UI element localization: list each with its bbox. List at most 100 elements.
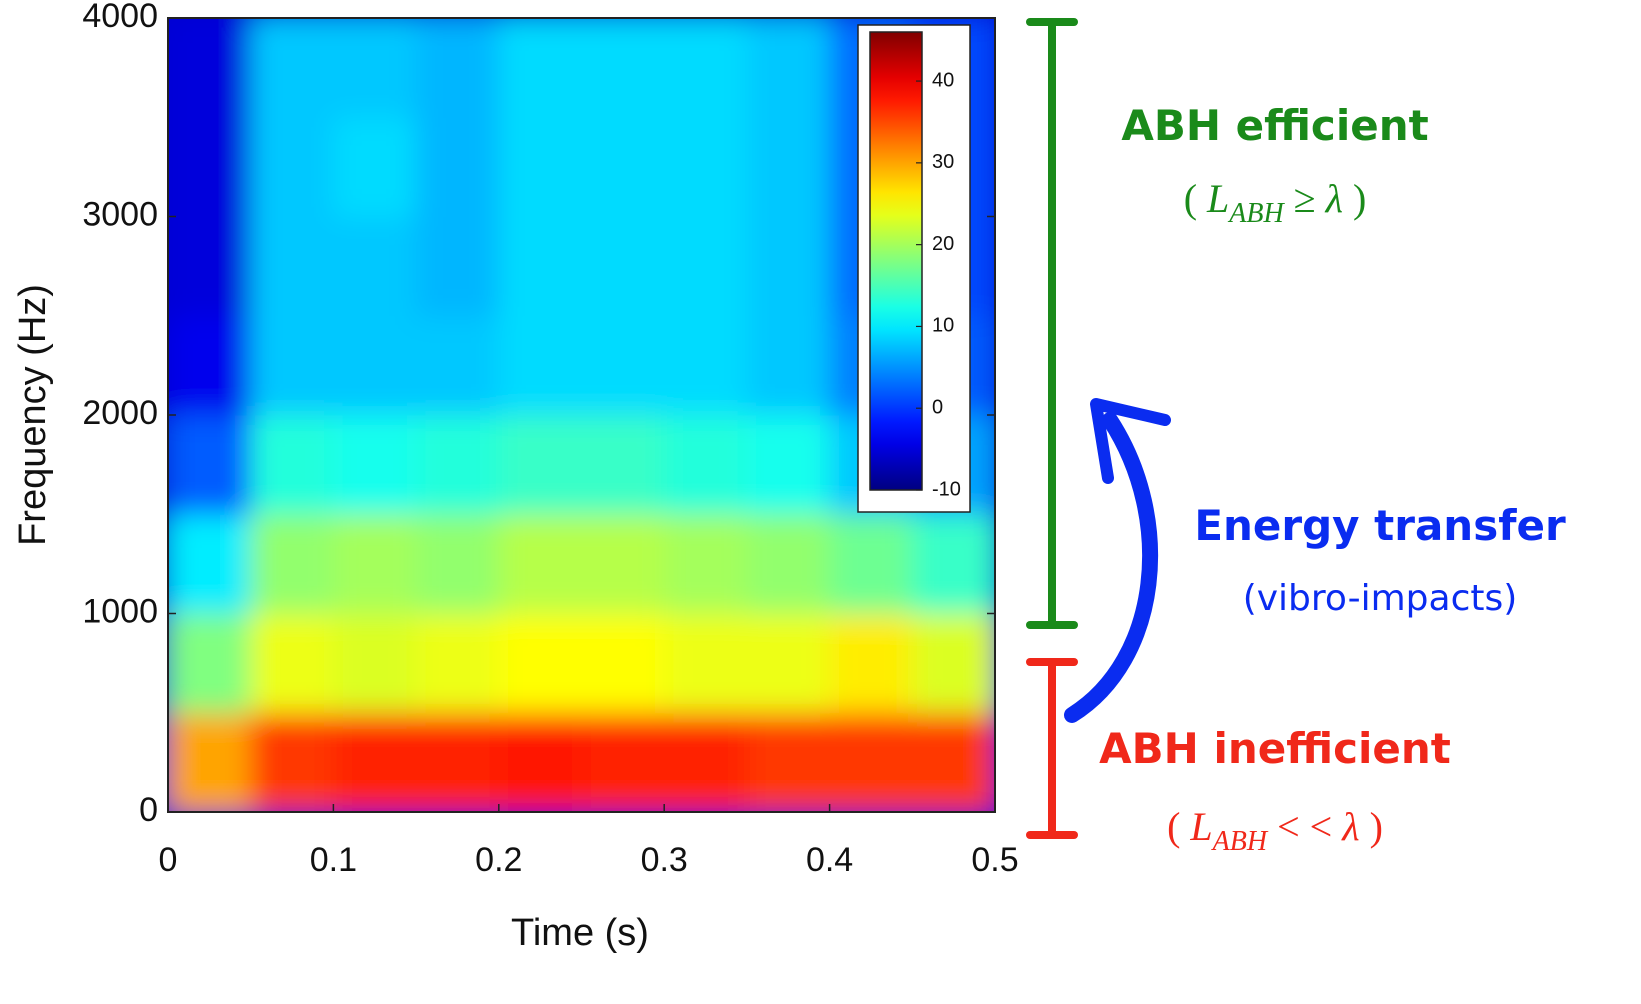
cell [333, 18, 417, 118]
cell [664, 216, 748, 317]
cell [168, 18, 252, 118]
cell [498, 18, 582, 118]
cell [333, 514, 417, 614]
cell [416, 415, 500, 515]
efficient-range [1026, 18, 1078, 629]
cell [250, 18, 334, 118]
y-tick-label: 2000 [82, 394, 158, 432]
x-tick-label: 0.5 [971, 841, 1018, 879]
colorbar [869, 31, 923, 491]
cell [664, 514, 748, 614]
cell [912, 712, 995, 812]
cell [333, 315, 417, 416]
cell [333, 216, 417, 317]
cell [829, 613, 913, 714]
paren: ) [1370, 804, 1383, 849]
cell [912, 613, 995, 714]
cell [829, 712, 913, 812]
symbol: L [1206, 176, 1229, 221]
cell [416, 18, 500, 118]
annotation-title: ABH inefficient [1099, 724, 1451, 773]
cell [250, 514, 334, 614]
cell [746, 613, 831, 714]
annotation-condition: ( LABH < < λ ) [1167, 804, 1383, 859]
cell [581, 18, 665, 118]
cell [333, 415, 417, 515]
cell [250, 117, 334, 217]
annotation-subtitle: (vibro-impacts) [1243, 578, 1518, 619]
cell [581, 117, 665, 217]
cell [168, 415, 252, 515]
colorbar-tick-label: -10 [932, 478, 961, 500]
cell [581, 415, 665, 515]
annotation-condition: ( LABH ≥ λ ) [1184, 176, 1367, 231]
cell [333, 712, 417, 812]
cell [333, 613, 417, 714]
cell [664, 18, 748, 118]
paren: ( [1167, 804, 1180, 849]
cell [250, 415, 334, 515]
cell [581, 613, 665, 714]
cell [498, 415, 582, 515]
annotation-title: Energy transfer [1194, 501, 1566, 550]
subscript: ABH [1211, 826, 1269, 857]
cell [333, 117, 417, 217]
cell [581, 712, 665, 812]
y-tick-label: 1000 [82, 592, 158, 630]
cell [498, 514, 582, 614]
transfer-arrow [1064, 398, 1171, 723]
cell [581, 514, 665, 614]
variable: λ [1325, 176, 1343, 221]
cell [829, 514, 913, 614]
cell [746, 514, 831, 614]
cell [416, 613, 500, 714]
cell [498, 613, 582, 714]
colorbar-tick-label: 0 [932, 396, 943, 418]
colorbar-tick-label: 10 [932, 315, 954, 337]
colorbar-tick-label: 30 [932, 151, 954, 173]
cell [746, 18, 831, 118]
x-tick-label: 0.3 [641, 841, 688, 879]
annotation-title: ABH efficient [1121, 101, 1428, 150]
cell [168, 613, 252, 714]
y-tick-label: 4000 [82, 0, 158, 35]
cell [416, 712, 500, 812]
cell [664, 117, 748, 217]
cell [168, 216, 252, 317]
inefficient-range [1026, 658, 1078, 839]
x-tick-label: 0.4 [806, 841, 853, 879]
cell [168, 117, 252, 217]
cell [416, 117, 500, 217]
cell [250, 712, 334, 812]
cell [168, 712, 252, 812]
cell [250, 216, 334, 317]
cell [581, 315, 665, 416]
cell [912, 514, 995, 614]
y-tick-label: 0 [139, 791, 158, 829]
cell [168, 514, 252, 614]
cell [416, 514, 500, 614]
cell [664, 315, 748, 416]
colorbar-tick-label: 40 [932, 69, 954, 91]
cell [250, 613, 334, 714]
cell [168, 315, 252, 416]
cell [581, 216, 665, 317]
cell [746, 415, 831, 515]
relation: < < [1277, 804, 1332, 849]
y-tick-label: 3000 [82, 195, 158, 233]
paren: ) [1353, 176, 1366, 221]
cell [664, 712, 748, 812]
x-tick-label: 0 [159, 841, 178, 879]
cell [416, 315, 500, 416]
cell [746, 712, 831, 812]
cell [746, 315, 831, 416]
cell [416, 216, 500, 317]
symbol: L [1189, 804, 1212, 849]
cell [746, 216, 831, 317]
subscript: ABH [1227, 198, 1285, 229]
cell [664, 415, 748, 515]
paren: ( [1184, 176, 1197, 221]
cell [498, 712, 582, 812]
cell [498, 117, 582, 217]
